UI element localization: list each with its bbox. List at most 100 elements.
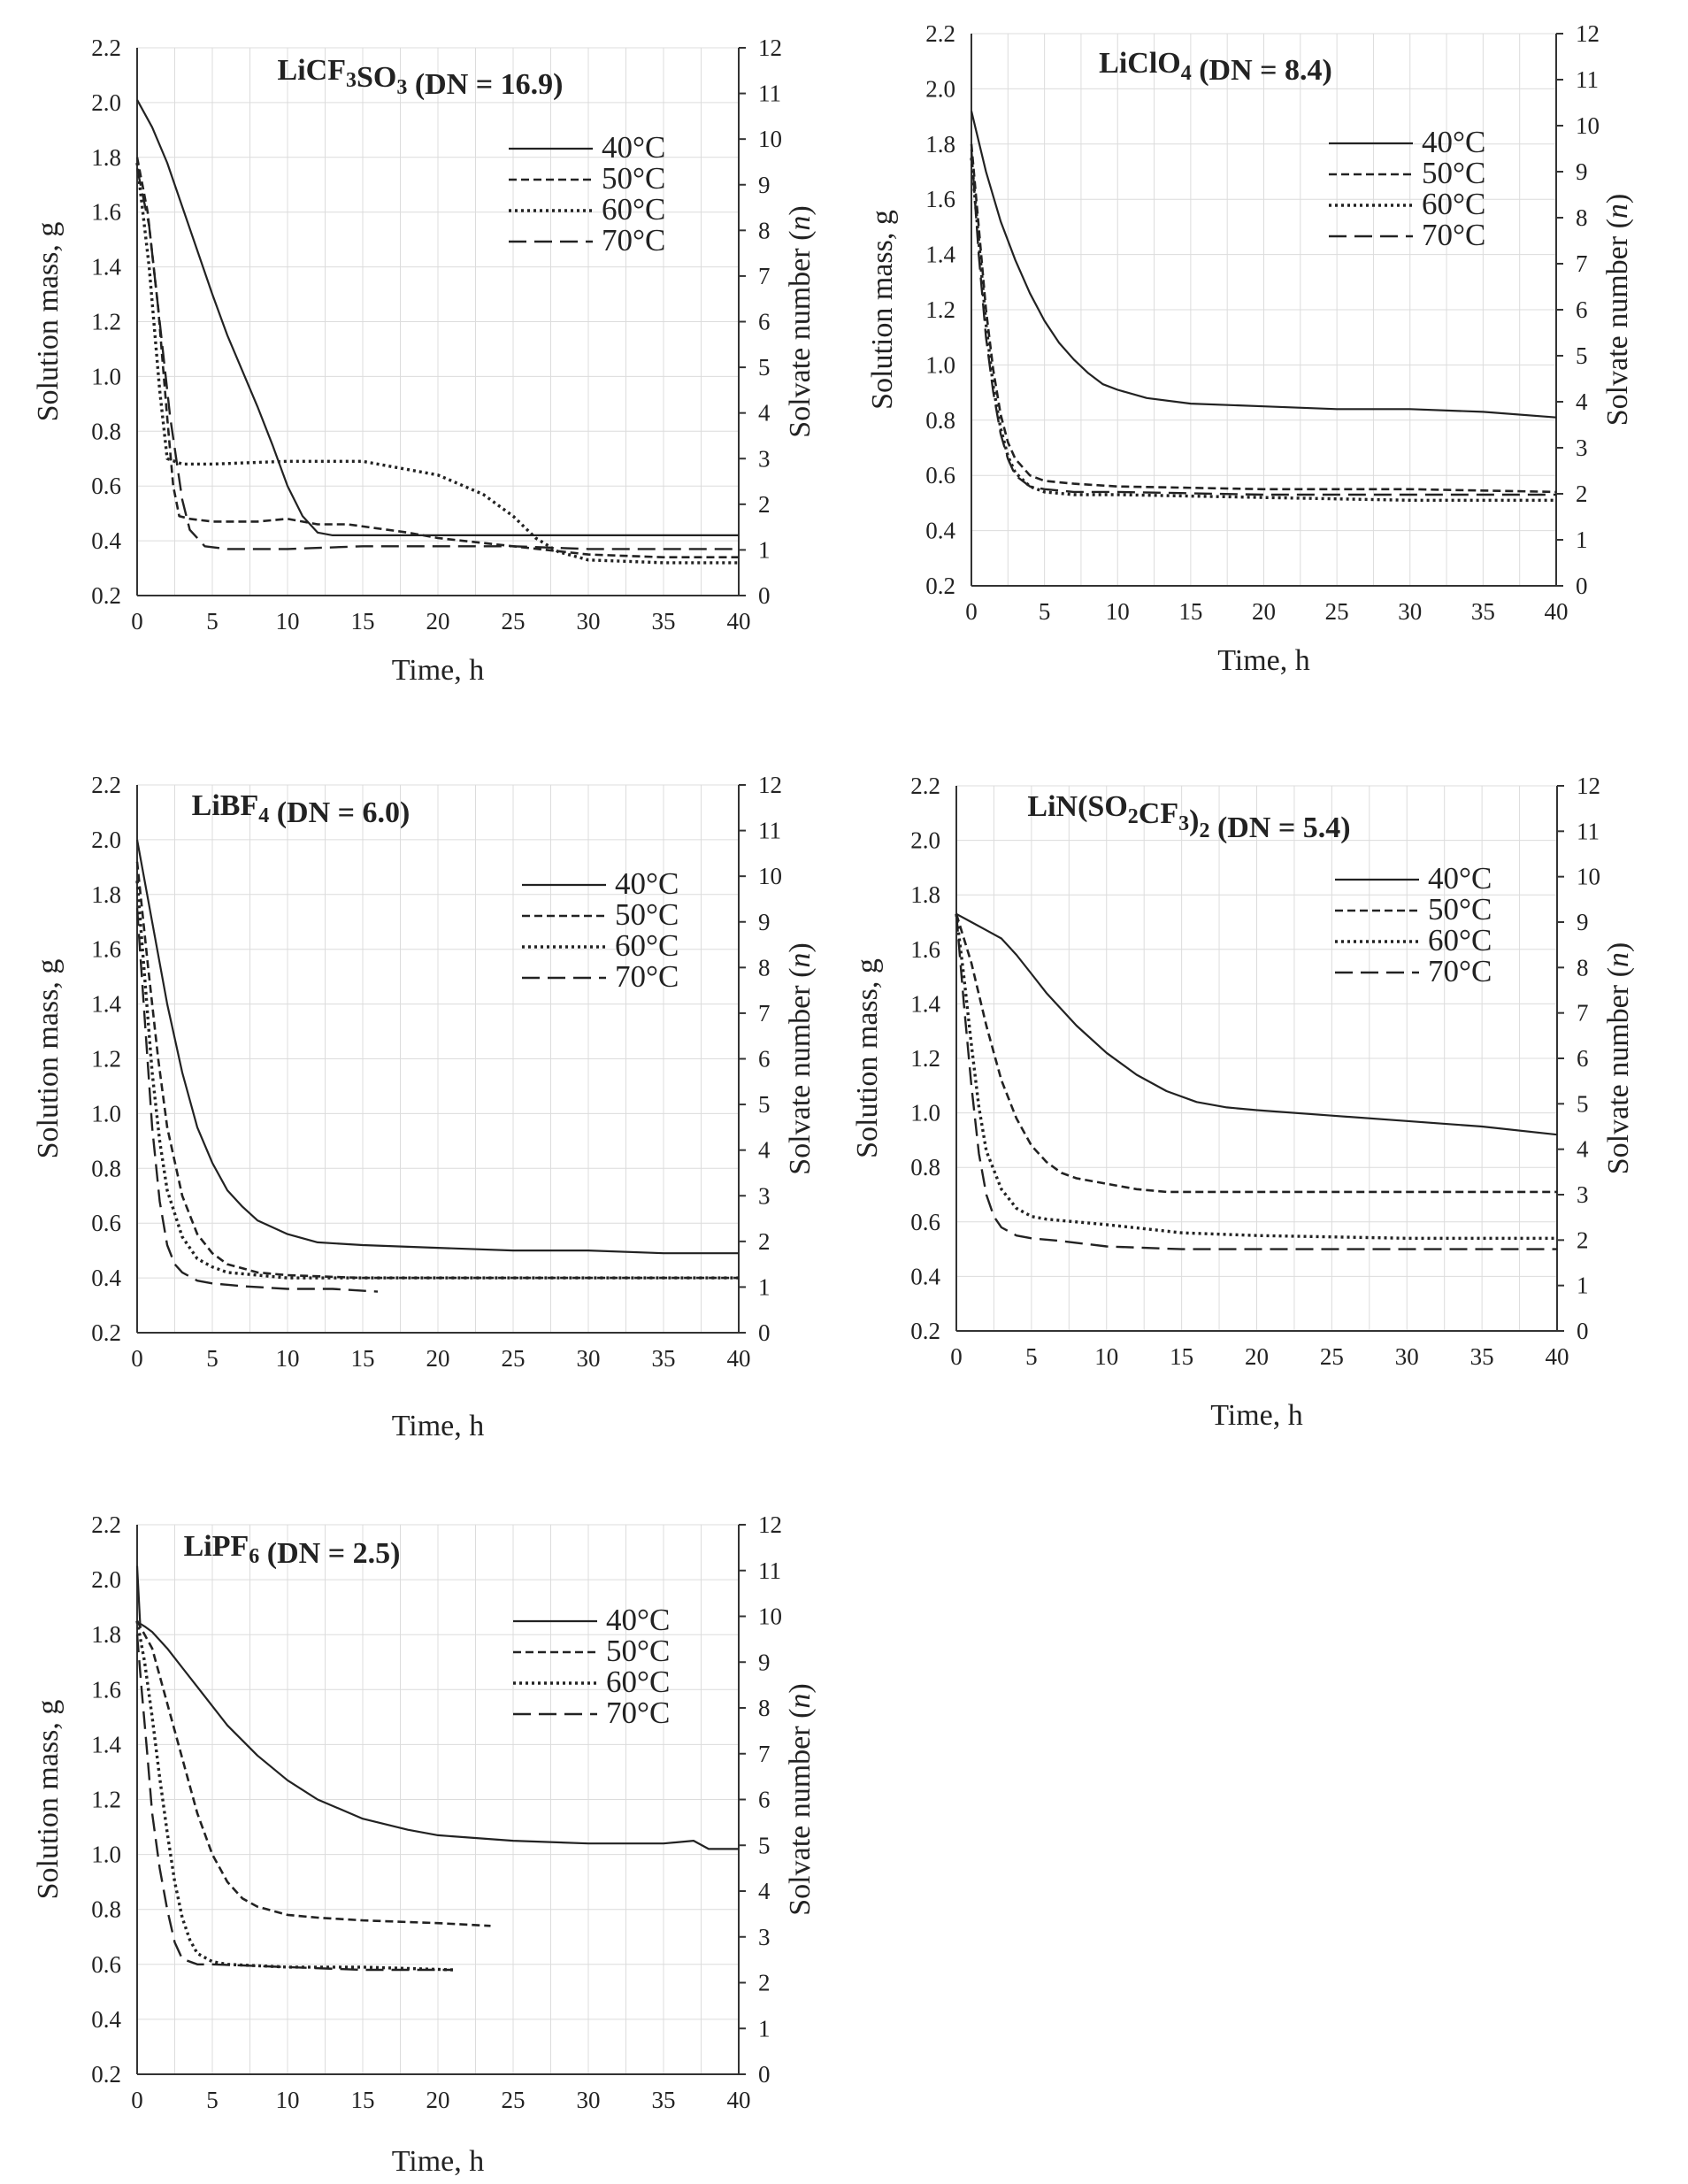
- title-part: LiN(SO: [1027, 790, 1127, 823]
- x-tick-label: 5: [1025, 1343, 1038, 1370]
- y2-axis-label: Solvate number (n): [1601, 194, 1634, 427]
- y2-tick-label: 8: [758, 1695, 771, 1721]
- x-tick-label: 0: [131, 608, 143, 634]
- x-tick-label: 5: [1039, 598, 1051, 625]
- y-tick-label: 2.2: [91, 35, 121, 61]
- y2-tick-label: 1: [1577, 1273, 1589, 1299]
- title-subscript: 4: [258, 804, 269, 827]
- y2-tick-label: 2: [758, 1228, 771, 1255]
- y-tick-label: 1.0: [91, 1100, 121, 1127]
- x-tick-label: 20: [426, 608, 450, 634]
- x-tick-label: 40: [727, 2087, 751, 2113]
- y2-label-text: Solvate number (: [784, 231, 817, 438]
- y2-tick-label: 3: [758, 445, 771, 472]
- y2-label-text: ): [784, 205, 817, 215]
- x-axis-label: Time, h: [392, 1410, 485, 1442]
- title-part: SO: [357, 61, 396, 94]
- y-tick-label: 1.6: [925, 186, 955, 212]
- title-subscript: 2: [1199, 819, 1209, 842]
- x-tick-label: 35: [652, 608, 676, 634]
- y-tick-label: 2.0: [91, 1566, 121, 1593]
- y2-tick-label: 1: [758, 536, 771, 563]
- title-part: (DN = 6.0): [269, 796, 410, 829]
- y-tick-label: 1.4: [925, 242, 955, 268]
- y-tick-label: 1.8: [925, 131, 955, 158]
- y2-label-var: n: [784, 953, 817, 968]
- y-tick-label: 1.4: [91, 254, 121, 281]
- chart-title: LiCF3SO3 (DN = 16.9): [278, 54, 564, 101]
- y2-tick-label: 3: [1576, 434, 1588, 461]
- series-40-c-line: [970, 111, 1557, 419]
- y2-label-var: n: [1601, 204, 1634, 219]
- x-tick-label: 20: [426, 2087, 450, 2113]
- title-part: LiPF: [184, 1530, 249, 1563]
- series-40-c-line: [136, 99, 739, 536]
- x-tick-label: 20: [1245, 1343, 1269, 1370]
- series-50-c-line: [135, 1620, 491, 1927]
- y2-tick-label: 4: [758, 1878, 771, 1904]
- y-tick-label: 2.0: [925, 75, 955, 102]
- x-tick-label: 10: [1094, 1343, 1118, 1370]
- x-tick-label: 40: [1546, 1343, 1569, 1370]
- x-tick-label: 40: [1545, 598, 1569, 625]
- x-tick-label: 5: [206, 1345, 219, 1372]
- legend-label-50-c: 50°C: [615, 897, 679, 932]
- y-axis-label: Solution mass, g: [866, 210, 899, 410]
- legend-label-70-c: 70°C: [602, 223, 665, 258]
- y2-axis-label: Solvate number (n): [784, 1683, 817, 1916]
- series-70-c-line: [135, 167, 739, 550]
- y-tick-label: 1.2: [925, 296, 955, 323]
- y2-tick-label: 1: [758, 1273, 771, 1300]
- y-tick-label: 1.6: [91, 1676, 121, 1703]
- x-axis-label: Time, h: [392, 2145, 485, 2178]
- y2-label-text: ): [784, 942, 817, 952]
- y2-tick-label: 6: [1576, 296, 1588, 323]
- y2-tick-label: 12: [1576, 20, 1600, 47]
- y2-tick-label: 7: [758, 263, 771, 289]
- y2-label-text: Solvate number (: [784, 1709, 817, 1916]
- y2-tick-label: 9: [758, 172, 771, 198]
- y-axis-label: Solution mass, g: [32, 959, 65, 1159]
- x-tick-label: 25: [1320, 1343, 1344, 1370]
- y2-tick-label: 7: [758, 1741, 771, 1767]
- legend-label-70-c: 70°C: [1422, 218, 1485, 252]
- chart-title: LiClO4 (DN = 8.4): [1099, 47, 1332, 87]
- title-part: ): [1189, 804, 1199, 837]
- y2-tick-label: 4: [1577, 1136, 1589, 1163]
- y2-tick-label: 12: [1577, 773, 1600, 799]
- y2-tick-label: 9: [1577, 909, 1589, 935]
- title-subscript: 2: [1128, 805, 1139, 828]
- y-tick-label: 0.4: [925, 518, 955, 544]
- y2-tick-label: 8: [758, 954, 771, 980]
- y2-tick-label: 8: [1577, 954, 1589, 980]
- y2-tick-label: 11: [758, 818, 781, 844]
- title-part: (DN = 8.4): [1192, 54, 1332, 87]
- legend-label-70-c: 70°C: [1428, 954, 1492, 988]
- y-tick-label: 0.2: [91, 2061, 121, 2088]
- y-tick-label: 1.0: [925, 351, 955, 378]
- y-tick-label: 1.8: [91, 1621, 121, 1648]
- x-tick-label: 20: [426, 1345, 450, 1372]
- legend-label-40-c: 40°C: [1422, 125, 1485, 159]
- y2-tick-label: 2: [758, 1970, 771, 1996]
- series-40-c-line: [955, 912, 1558, 1136]
- y-tick-label: 2.2: [925, 20, 955, 47]
- series-70-c-line: [135, 908, 379, 1293]
- chart-litfsi: 0 5 10 15 20 25 30 35 400.20.40.60.81.01.21.41.6…: [851, 773, 1635, 1432]
- y-tick-label: 0.8: [910, 1154, 940, 1180]
- y-tick-label: 1.8: [91, 881, 121, 908]
- chart-licf3so3: 0 5 10 15 20 25 30 35 400.20.40.60.81.01.21.41.6…: [32, 35, 817, 687]
- x-tick-label: 15: [351, 2087, 375, 2113]
- y-tick-label: 0.2: [91, 1319, 121, 1346]
- x-tick-label: 40: [727, 608, 751, 634]
- legend-label-40-c: 40°C: [615, 866, 679, 901]
- y-axis-label: Solution mass, g: [851, 958, 884, 1158]
- chart-title: LiBF4 (DN = 6.0): [192, 789, 410, 829]
- y2-tick-label: 0: [758, 1319, 771, 1346]
- x-tick-label: 5: [206, 608, 219, 634]
- legend-label-60-c: 60°C: [606, 1665, 670, 1699]
- series-70-c-line: [955, 913, 1557, 1250]
- x-tick-label: 40: [727, 1345, 751, 1372]
- y2-tick-label: 2: [1577, 1227, 1589, 1253]
- x-tick-label: 25: [1325, 598, 1349, 625]
